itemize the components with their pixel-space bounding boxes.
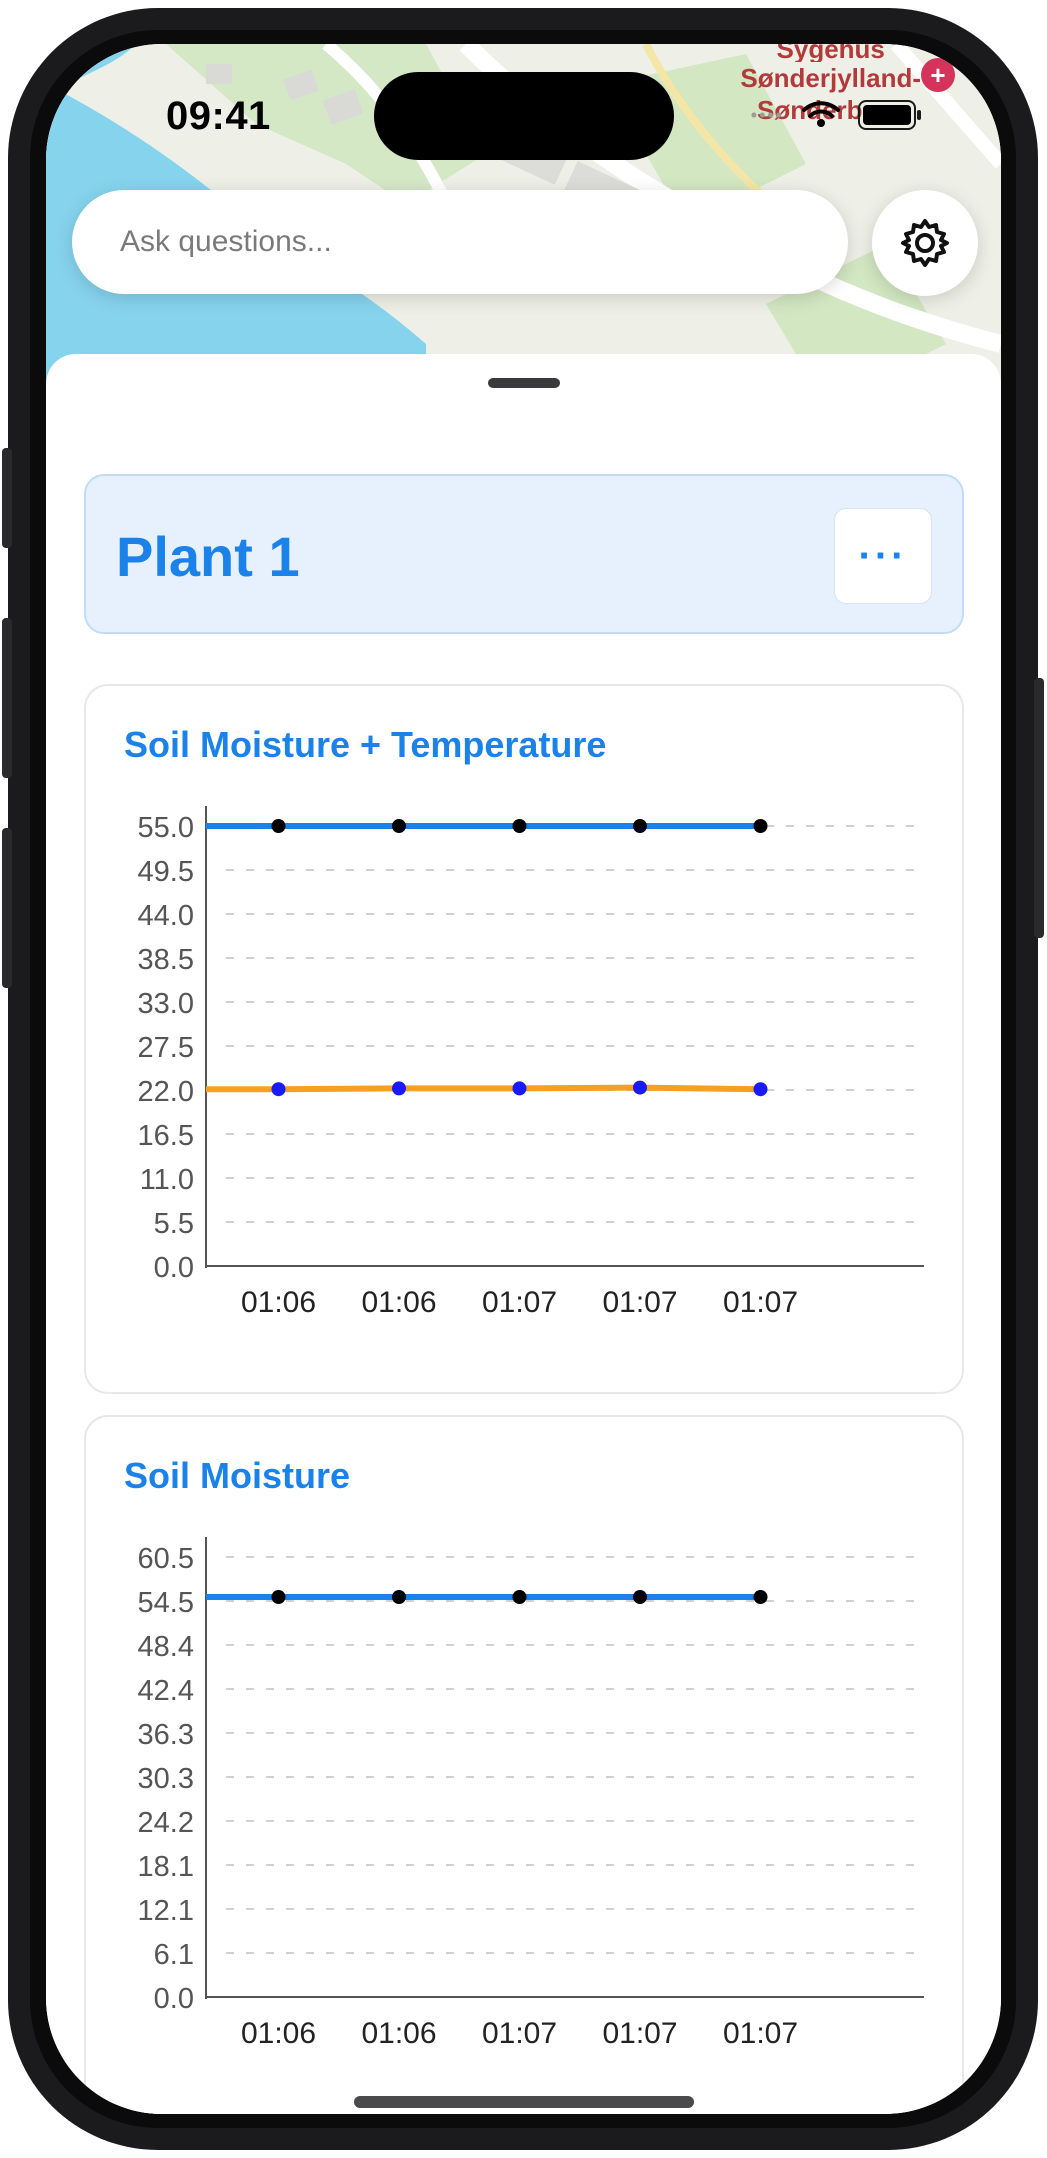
y-tick-label: 27.5: [138, 1032, 194, 1064]
volume-down-button: [2, 828, 12, 988]
data-point: [271, 1590, 286, 1604]
bottom-sheet: Plant 1 ··· Soil Moisture + Temperature …: [46, 354, 1001, 2114]
data-point: [392, 1081, 406, 1096]
chart-moisture: 60.554.548.442.436.330.324.218.112.16.10…: [120, 1537, 924, 2050]
plot-area: 01:06 01:06 01:06 01:07 01:07 01:07: [120, 1590, 798, 2050]
y-tick-label: 16.5: [138, 1120, 194, 1152]
more-options-button[interactable]: ···: [834, 508, 932, 604]
y-tick-label: 42.4: [138, 1675, 194, 1707]
y-tick-label: 0.0: [154, 1983, 194, 2015]
hospital-label-line: Sønderjylland-: [740, 63, 921, 93]
data-point: [392, 1590, 406, 1604]
x-tick-label: 01:07: [482, 2017, 557, 2050]
battery-tip: [917, 110, 921, 120]
series-line: [206, 1084, 761, 1093]
data-point: [753, 1082, 768, 1097]
ellipsis-icon: ···: [858, 533, 908, 578]
y-tick-label: 5.5: [154, 1208, 194, 1240]
y-tick-label: 33.0: [138, 988, 194, 1020]
y-tick-label: 36.3: [138, 1719, 194, 1751]
card-title: Soil Moisture: [124, 1455, 351, 1496]
x-tick-label: 01:06: [241, 1286, 316, 1319]
power-button: [1034, 678, 1044, 938]
plant-title: Plant 1: [116, 525, 300, 588]
chart-card-moisture-temperature: Soil Moisture + Temperature 55.0 49.5 44.0…: [84, 684, 964, 1394]
y-tick-label: 18.1: [138, 1851, 194, 1883]
data-point: [633, 819, 647, 833]
y-tick-label: 55.0: [138, 812, 194, 844]
card-title: Soil Moisture + Temperature: [124, 724, 607, 765]
data-point: [753, 819, 768, 833]
battery-fill: [863, 105, 911, 125]
x-tick-label: 01:06: [361, 1286, 436, 1319]
data-point: [271, 1082, 286, 1097]
settings-button[interactable]: [872, 190, 978, 296]
x-tick-label: 01:06: [361, 2017, 436, 2050]
data-point: [271, 819, 286, 833]
ask-questions-input[interactable]: [72, 190, 848, 294]
volume-up-button: [2, 618, 12, 778]
cellular-signal-icon: ••••: [750, 104, 784, 125]
hospital-marker-icon[interactable]: +: [921, 58, 955, 92]
data-point: [753, 1590, 768, 1604]
y-tick-label: 30.3: [138, 1763, 194, 1795]
screen: Sygehus Sønderjylland- Sønderborg + 09:4…: [46, 44, 1001, 2114]
home-indicator[interactable]: [354, 2096, 694, 2108]
x-tick-label: 01:06: [120, 2017, 195, 2050]
data-point: [633, 1080, 647, 1095]
x-tick-label: 01:07: [723, 2017, 798, 2050]
hospital-map-label[interactable]: Sygehus Sønderjylland- Sønderborg: [740, 44, 921, 126]
y-tick-label: 11.0: [140, 1164, 194, 1196]
y-tick-label: 60.5: [138, 1543, 194, 1575]
x-tick-label: 01:07: [723, 1286, 798, 1319]
y-tick-label: 38.5: [138, 944, 194, 976]
y-tick-label: 54.5: [138, 1587, 194, 1619]
plant-header: Plant 1 ···: [84, 474, 964, 634]
data-point: [633, 1590, 647, 1604]
chart-card-moisture: Soil Moisture 60.5 54.5 48.4 42.4 36.3 30.3 24…: [84, 1415, 964, 2114]
y-tick-label: 24.2: [138, 1807, 194, 1839]
gear-icon: [901, 219, 949, 267]
dynamic-island: [374, 72, 674, 160]
battery-icon: [858, 100, 921, 130]
chart-moisture-temperature: 55.049.544.038.533.027.522.016.511.05.50…: [120, 806, 924, 1319]
plot-area: 01:06 01:06 01:06 01:07 01:07 01:07: [120, 819, 798, 1319]
y-tick-label: 44.0: [138, 900, 194, 932]
y-tick-label: 22.0: [138, 1076, 194, 1108]
y-tick-label: 49.5: [138, 856, 194, 888]
data-point: [512, 819, 527, 833]
sheet-grabber[interactable]: [488, 378, 560, 388]
x-tick-label: 01:07: [602, 2017, 677, 2050]
action-button: [2, 448, 12, 548]
x-tick-label: 01:07: [602, 1286, 677, 1319]
y-tick-label: 12.1: [138, 1895, 194, 1927]
x-tick-label: 01:07: [482, 1286, 557, 1319]
status-time: 09:41: [166, 94, 271, 138]
y-tick-label: 0.0: [154, 1252, 194, 1284]
data-point: [512, 1081, 527, 1096]
wifi-icon: [802, 101, 840, 127]
y-tick-label: 48.4: [138, 1631, 194, 1663]
x-tick-label: 01:06: [241, 2017, 316, 2050]
status-icons: ••••: [750, 100, 921, 130]
data-point: [392, 819, 406, 833]
x-tick-label: 01:06: [120, 1286, 195, 1319]
data-point: [512, 1590, 527, 1604]
y-tick-label: 6.1: [154, 1939, 194, 1971]
hospital-label-line: Sygehus: [776, 44, 885, 62]
